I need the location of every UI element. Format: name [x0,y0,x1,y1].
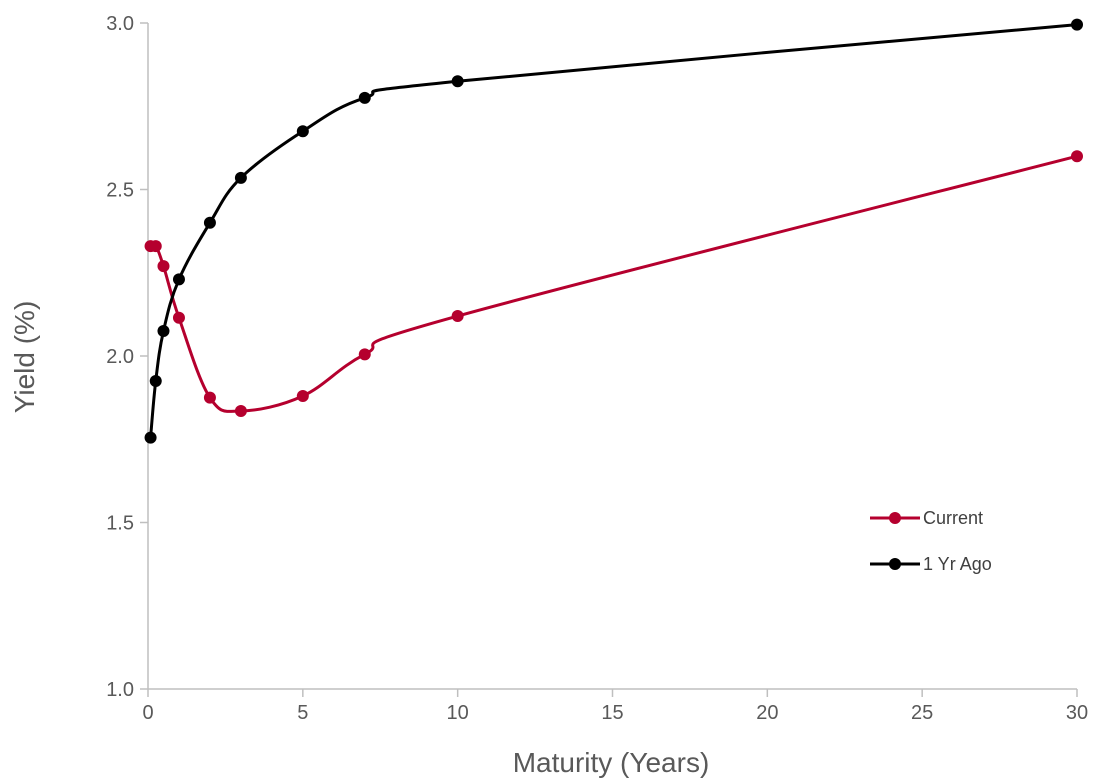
y-tick-label: 3.0 [106,13,134,35]
y-tick-label: 2.0 [106,346,134,368]
series-1-yr-ago [144,18,1083,444]
data-point-1-yr-ago [149,374,162,387]
legend-item-1yr-ago: 1 Yr Ago [870,554,992,574]
axes [140,22,1078,697]
series-line-current [150,154,1078,413]
data-point-current [203,391,216,404]
data-point-current [1071,150,1083,163]
series-current [144,150,1083,417]
data-point-current [451,310,464,323]
data-point-1-yr-ago [157,325,170,338]
x-tick-label: 15 [601,702,623,724]
legend-marker-1yr-ago [889,558,901,570]
data-point-current [358,348,371,361]
data-point-1-yr-ago [451,75,464,88]
y-tick-labels: 1.0 1.5 2.0 2.5 3.0 [106,13,134,701]
legend-marker-current [889,512,901,524]
legend-label-current: Current [923,508,983,528]
x-tick-label: 5 [297,702,308,724]
x-tick-label: 20 [756,702,778,724]
x-axis-title: Maturity (Years) [513,747,710,778]
y-axis-title: Yield (%) [9,301,40,414]
data-point-current [157,260,170,273]
data-point-current [149,240,162,253]
x-tick-label: 0 [142,702,153,724]
y-tick-label: 1.0 [106,679,134,701]
x-tick-label: 25 [911,702,933,724]
y-tick-label: 2.5 [106,180,134,202]
x-tick-label: 30 [1066,702,1088,724]
data-point-1-yr-ago [296,125,309,138]
data-point-1-yr-ago [358,91,371,104]
y-tick-label: 1.5 [106,513,134,535]
data-point-1-yr-ago [203,216,216,229]
data-point-current [172,311,185,324]
legend-label-1yr-ago: 1 Yr Ago [923,554,992,574]
data-point-1-yr-ago [144,431,157,444]
legend: Current 1 Yr Ago [870,508,992,574]
data-point-current [296,389,309,402]
series-line-1-yr-ago [149,23,1078,438]
data-point-1-yr-ago [234,171,247,184]
x-tick-labels: 0 5 10 15 20 25 30 [142,702,1088,724]
data-point-current [234,404,247,417]
legend-item-current: Current [870,508,983,528]
data-point-1-yr-ago [172,273,185,286]
series-layer [144,18,1083,444]
x-tick-label: 10 [447,702,469,724]
data-point-1-yr-ago [1071,18,1083,31]
